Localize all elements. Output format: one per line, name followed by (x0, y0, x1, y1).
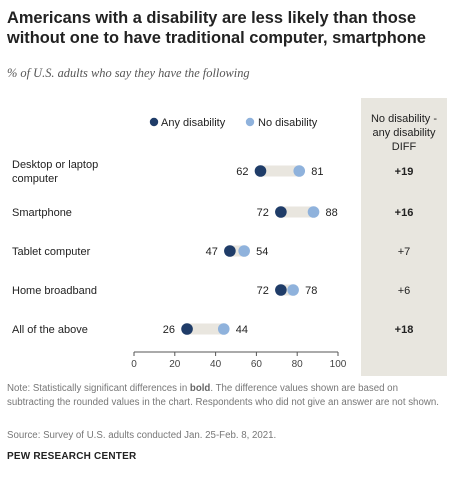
dot-any-disability (275, 284, 287, 296)
chart-title: Americans with a disability are less lik… (7, 9, 426, 47)
category-label: All of the above (12, 324, 88, 336)
range-bar (280, 284, 294, 296)
x-tick-label: 20 (169, 359, 181, 370)
range-bar (260, 165, 300, 177)
note-bold-word: bold (189, 383, 211, 394)
x-tick-label: 0 (131, 359, 137, 370)
note-prefix: Note: Statistically significant differen… (7, 383, 190, 394)
category-label: Tablet computer (12, 246, 91, 258)
diff-header-line: DIFF (392, 141, 417, 153)
dot-no-disability (307, 206, 320, 218)
chart-note: Note: Statistically significant differen… (7, 382, 447, 409)
diff-header-line: No disability - (371, 113, 437, 125)
value-label-any-disability: 62 (236, 166, 248, 178)
diff-value: +18 (395, 324, 414, 336)
diff-value: +19 (395, 166, 414, 178)
dot-any-disability (275, 206, 287, 218)
category-label: Home broadband (12, 285, 97, 297)
value-label-any-disability: 47 (206, 246, 218, 258)
diff-panel-background (361, 98, 447, 376)
value-label-no-disability: 88 (326, 207, 338, 219)
dot-no-disability (293, 165, 306, 177)
diff-header-line: any disability (373, 127, 436, 139)
dot-no-disability (238, 245, 250, 257)
brand-logo-text: PEW RESEARCH CENTER (7, 451, 137, 462)
dot-no-disability (287, 284, 299, 296)
value-label-no-disability: 81 (311, 166, 323, 178)
dot-any-disability (181, 323, 193, 335)
dot-any-disability (224, 245, 236, 257)
diff-value: +6 (398, 285, 411, 297)
diff-value: +16 (395, 207, 414, 219)
value-label-any-disability: 72 (257, 285, 269, 297)
dot-no-disability (217, 323, 230, 335)
category-label: Desktop or laptop (12, 159, 98, 171)
diff-value: +7 (398, 246, 411, 258)
value-label-no-disability: 44 (236, 324, 248, 336)
range-bar (280, 206, 314, 218)
x-tick-label: 60 (251, 359, 263, 370)
range-bar (229, 245, 245, 257)
x-tick-label: 80 (292, 359, 304, 370)
chart-source: Source: Survey of U.S. adults conducted … (7, 430, 277, 441)
category-label: Smartphone (12, 207, 72, 219)
dot-any-disability (254, 165, 267, 177)
legend-label-any-disability: Any disability (161, 117, 226, 129)
range-bar (187, 323, 224, 335)
legend-marker-any-disability (149, 117, 159, 127)
legend-marker-no-disability (245, 117, 255, 127)
value-label-no-disability: 78 (305, 285, 317, 297)
category-label: computer (12, 173, 58, 185)
x-tick-label: 100 (330, 359, 347, 370)
x-tick-label: 40 (210, 359, 222, 370)
chart-subtitle: % of U.S. adults who say they have the f… (7, 66, 250, 80)
value-label-any-disability: 72 (257, 207, 269, 219)
note-suffix: . The difference values shown are based … (7, 383, 439, 408)
value-label-any-disability: 26 (163, 324, 175, 336)
value-label-no-disability: 54 (256, 246, 268, 258)
legend-label-no-disability: No disability (258, 117, 318, 129)
